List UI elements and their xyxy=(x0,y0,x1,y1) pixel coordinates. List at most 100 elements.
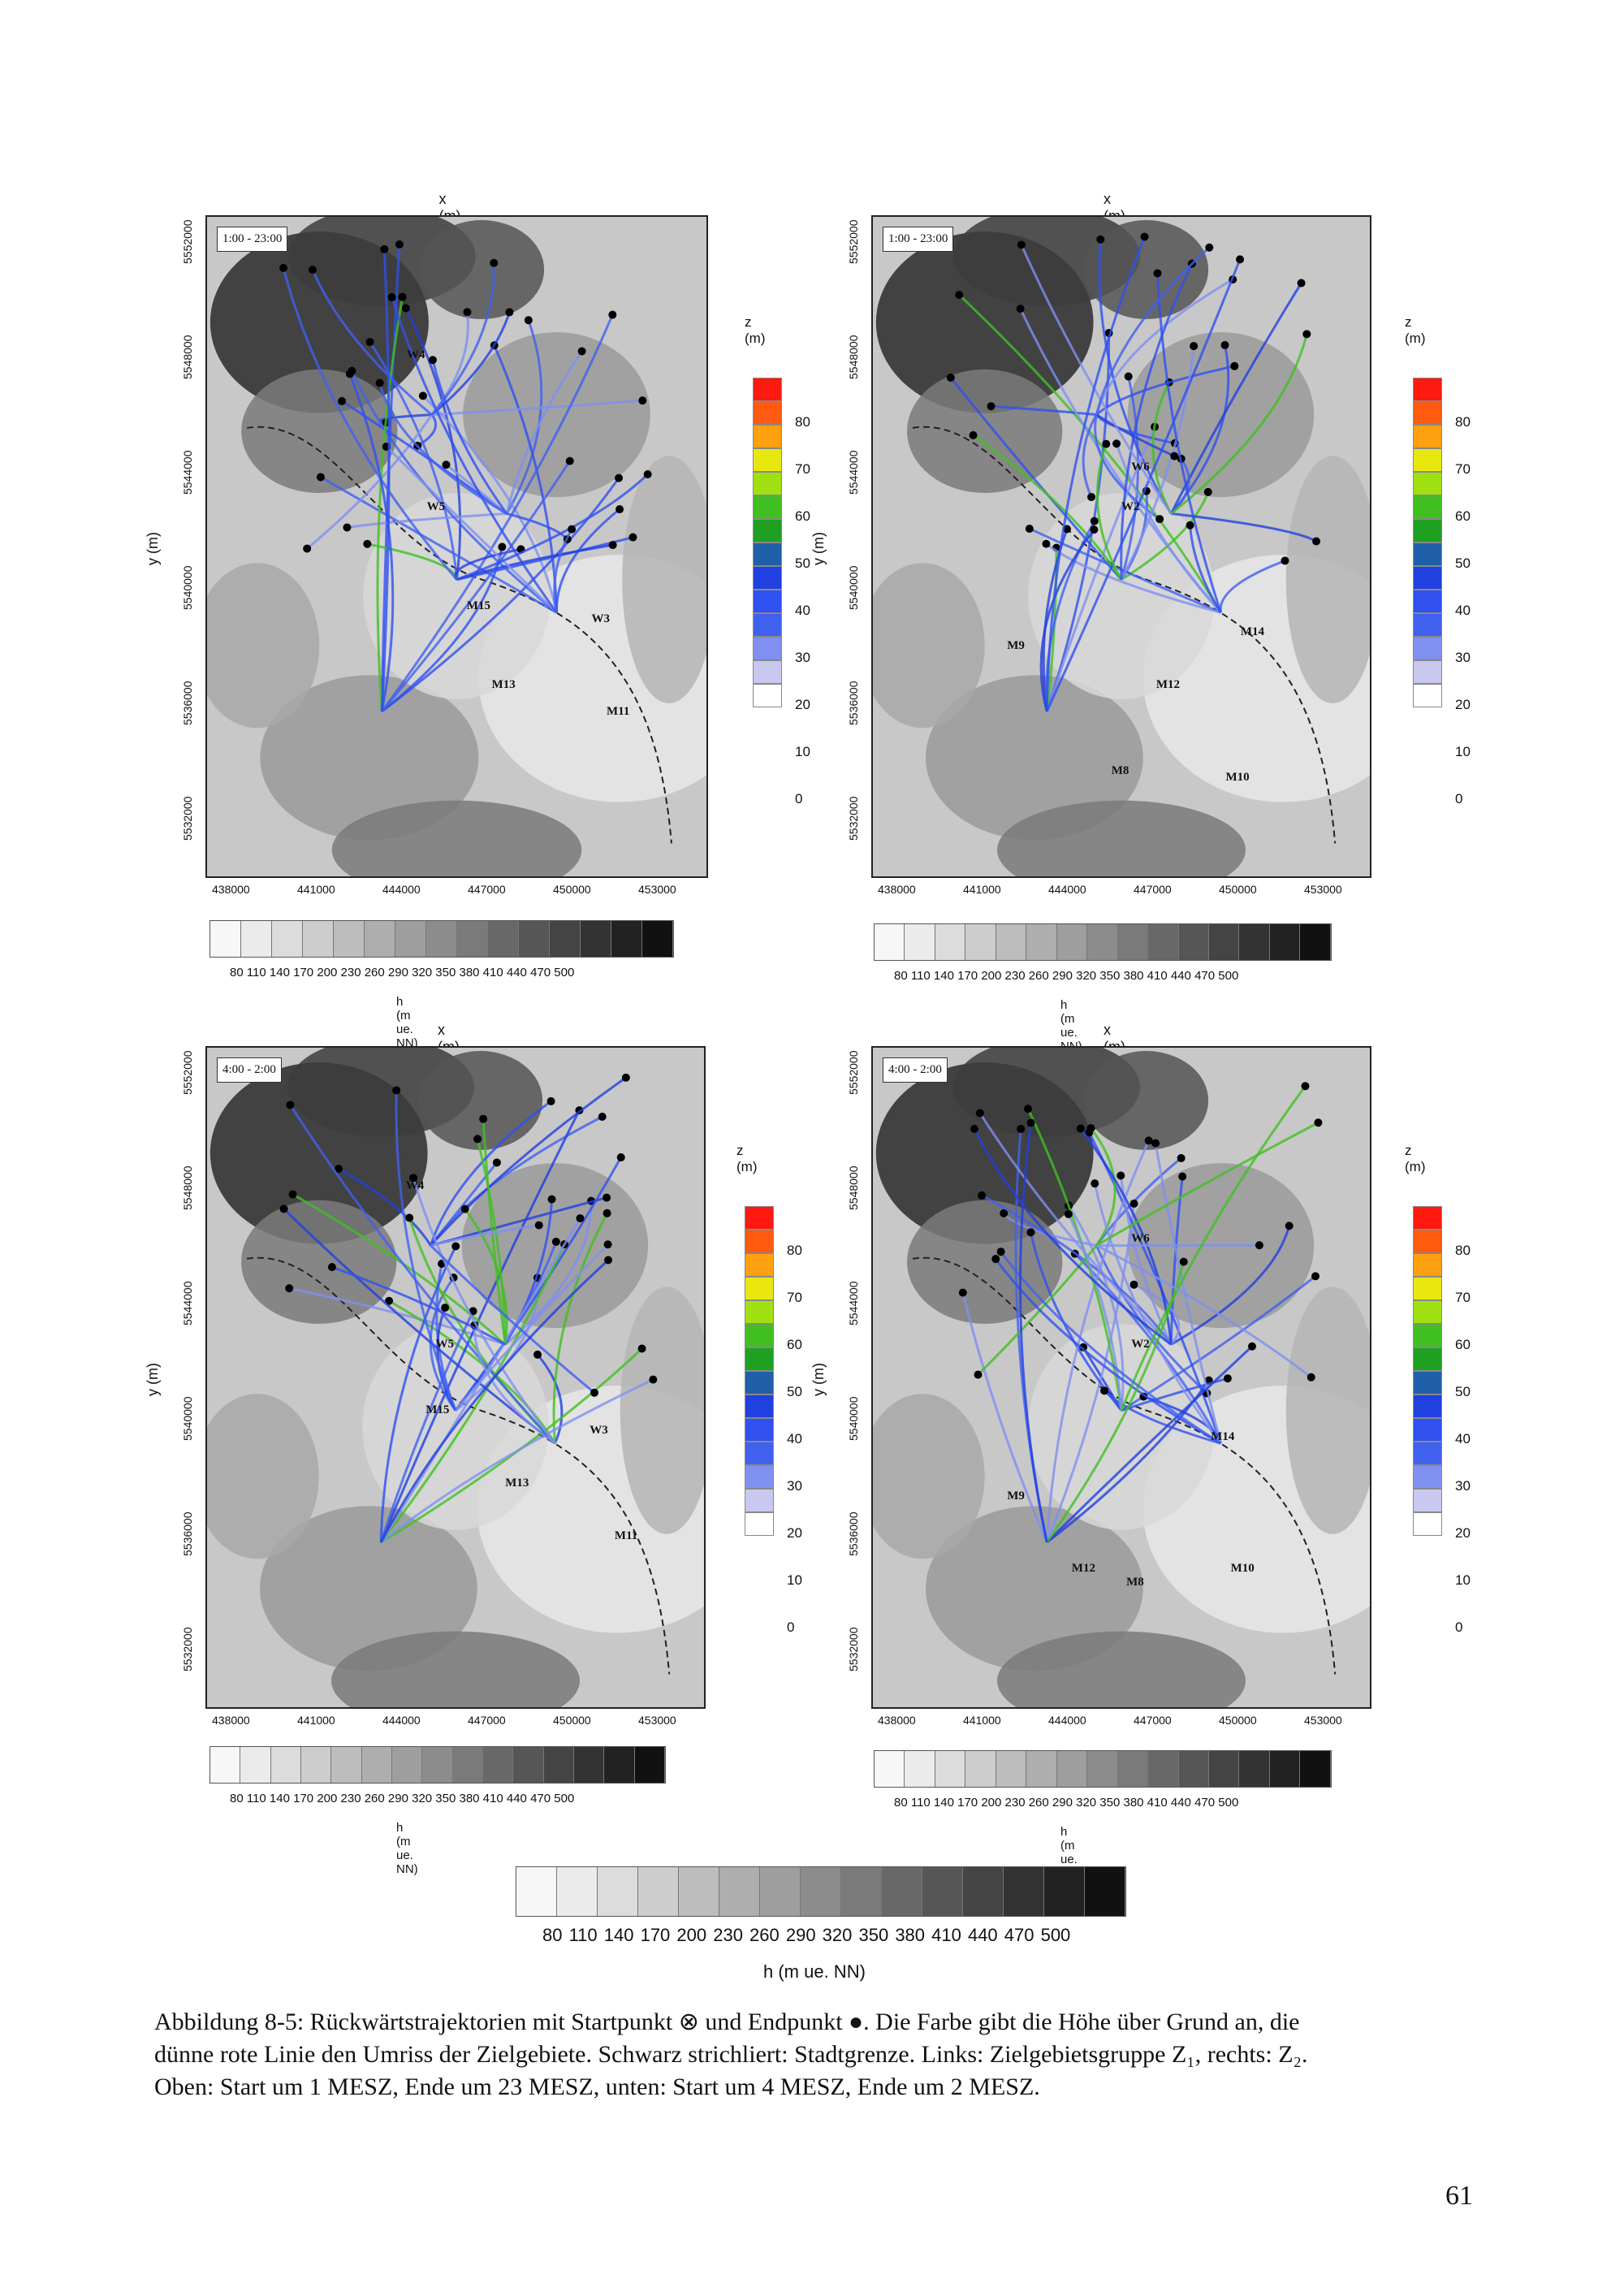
target-area-label: M9 xyxy=(1007,1490,1025,1503)
height-colorbar-cell xyxy=(270,1747,301,1783)
height-colorbar-cell xyxy=(875,1751,905,1787)
target-area-label: W2 xyxy=(1121,500,1140,514)
height-colorbar-cell xyxy=(1269,1751,1301,1787)
z-colorbar-label: 10 xyxy=(1455,744,1471,759)
z-colorbar-cell xyxy=(1413,1418,1442,1442)
z-colorbar-cell xyxy=(745,1418,774,1442)
x-tick-label: 441000 xyxy=(297,883,335,896)
height-colorbar-labels: 80 110 140 170 200 230 260 290 320 350 3… xyxy=(230,966,575,979)
x-tick-label: 438000 xyxy=(878,883,916,896)
shared-height-colorbar-cell xyxy=(760,1867,801,1916)
z-colorbar-cell xyxy=(1413,425,1442,448)
z-colorbar-label: 30 xyxy=(787,1478,802,1494)
z-colorbar-cell xyxy=(1413,401,1442,425)
x-tick-label: 450000 xyxy=(553,1714,591,1727)
z-colorbar-label: 70 xyxy=(1455,461,1471,477)
height-colorbar-cell xyxy=(300,1747,332,1783)
shared-height-colorbar-cell xyxy=(963,1867,1004,1916)
x-tick-label: 450000 xyxy=(553,883,591,896)
y-tick-label: 5536000 xyxy=(181,1511,194,1556)
y-tick-label: 5540000 xyxy=(847,1396,860,1441)
caption-line-1: Abbildung 8-5: Rückwärtstrajektorien mit… xyxy=(154,2008,1300,2035)
terrain-and-trajectories xyxy=(873,1048,1370,1707)
height-colorbar-cell xyxy=(452,1747,483,1783)
z-colorbar-cell xyxy=(1413,378,1442,401)
x-tick-label: 438000 xyxy=(212,883,250,896)
height-colorbar-cell xyxy=(935,924,966,960)
z-colorbar-cell xyxy=(1413,1347,1442,1371)
z-colorbar-label: 20 xyxy=(787,1525,802,1541)
z-colorbar-label: 20 xyxy=(1455,1525,1471,1541)
shared-height-colorbar xyxy=(516,1866,1126,1917)
z-colorbar-cell xyxy=(745,1277,774,1300)
y-tick-label: 5536000 xyxy=(181,681,194,725)
target-area-label: M12 xyxy=(1071,1562,1095,1576)
z-colorbar-label: 20 xyxy=(795,697,810,712)
y-tick-label: 5540000 xyxy=(181,565,194,610)
height-colorbar-cell xyxy=(875,924,905,960)
height-colorbar-cell xyxy=(642,921,673,957)
height-colorbar-cell xyxy=(391,1747,423,1783)
z-colorbar-cell xyxy=(753,519,782,543)
y-axis-title: y (m) xyxy=(810,532,827,565)
target-area-label: M11 xyxy=(607,704,630,718)
y-tick-label: 5532000 xyxy=(847,796,860,841)
z-colorbar-cell xyxy=(745,1347,774,1371)
z-colorbar-cell xyxy=(1413,684,1442,707)
x-tick-label: 444000 xyxy=(1048,1714,1086,1727)
z-colorbar-cell xyxy=(1413,590,1442,613)
shared-height-colorbar-cell xyxy=(516,1867,557,1916)
z-colorbar-label: 30 xyxy=(1455,1478,1471,1494)
x-tick-label: 447000 xyxy=(1134,883,1172,896)
target-area-label: M14 xyxy=(1211,1429,1235,1443)
z-colorbar-cell xyxy=(745,1324,774,1347)
height-colorbar-cell xyxy=(1087,1751,1118,1787)
height-colorbar-cell xyxy=(1117,924,1149,960)
caption-line-3: Oben: Start um 1 MESZ, Ende um 23 MESZ, … xyxy=(154,2073,1040,2100)
y-tick-label: 5540000 xyxy=(847,565,860,610)
y-tick-label: 5540000 xyxy=(181,1396,194,1441)
height-colorbar-cell xyxy=(331,1747,362,1783)
z-colorbar-label: 60 xyxy=(787,1337,802,1352)
x-tick-label: 453000 xyxy=(1304,883,1342,896)
target-area-label: W3 xyxy=(591,612,611,626)
height-colorbar-cell xyxy=(210,921,241,957)
height-colorbar-cell xyxy=(1026,1751,1057,1787)
shared-height-colorbar-cell xyxy=(1044,1867,1085,1916)
target-area-label: M12 xyxy=(1155,678,1180,692)
z-colorbar-cell xyxy=(1413,1512,1442,1536)
target-area-label: M13 xyxy=(491,678,516,692)
height-colorbar-title: h (m ue. NN) xyxy=(396,995,418,1050)
height-colorbar-cell xyxy=(996,924,1027,960)
height-colorbar-title: h (m ue. NN) xyxy=(1060,998,1082,1053)
time-range-label: 1:00 - 23:00 xyxy=(217,227,288,252)
height-colorbar-cell xyxy=(1056,924,1088,960)
x-tick-label: 450000 xyxy=(1219,1714,1257,1727)
z-colorbar-cell xyxy=(745,1394,774,1418)
target-area-label: M15 xyxy=(466,599,490,612)
z-colorbar-label: 20 xyxy=(1455,697,1471,712)
z-colorbar-cell xyxy=(1413,1394,1442,1418)
height-colorbar-cell xyxy=(965,924,996,960)
z-colorbar-label: 50 xyxy=(795,556,810,571)
z-colorbar-cell xyxy=(1413,1465,1442,1489)
height-colorbar xyxy=(209,1746,666,1784)
target-area-label: W6 xyxy=(1131,1232,1150,1246)
x-tick-label: 453000 xyxy=(638,883,676,896)
y-tick-label: 5552000 xyxy=(181,219,194,264)
height-colorbar-cell xyxy=(519,921,550,957)
z-colorbar-cell xyxy=(753,401,782,425)
z-colorbar-label: 80 xyxy=(1455,1243,1471,1258)
target-area-label: W2 xyxy=(1131,1338,1150,1351)
z-colorbar-cell xyxy=(745,1230,774,1253)
z-colorbar-cell xyxy=(753,566,782,590)
height-colorbar-cell xyxy=(1148,924,1179,960)
height-colorbar xyxy=(209,920,674,958)
y-axis-title: y (m) xyxy=(145,532,161,565)
z-colorbar-cell xyxy=(745,1371,774,1394)
time-range-label: 1:00 - 23:00 xyxy=(883,227,954,252)
z-colorbar-cell xyxy=(1413,543,1442,566)
y-tick-label: 5532000 xyxy=(181,796,194,841)
height-colorbar-cell xyxy=(1148,1751,1179,1787)
z-colorbar-cell xyxy=(1413,1442,1442,1465)
